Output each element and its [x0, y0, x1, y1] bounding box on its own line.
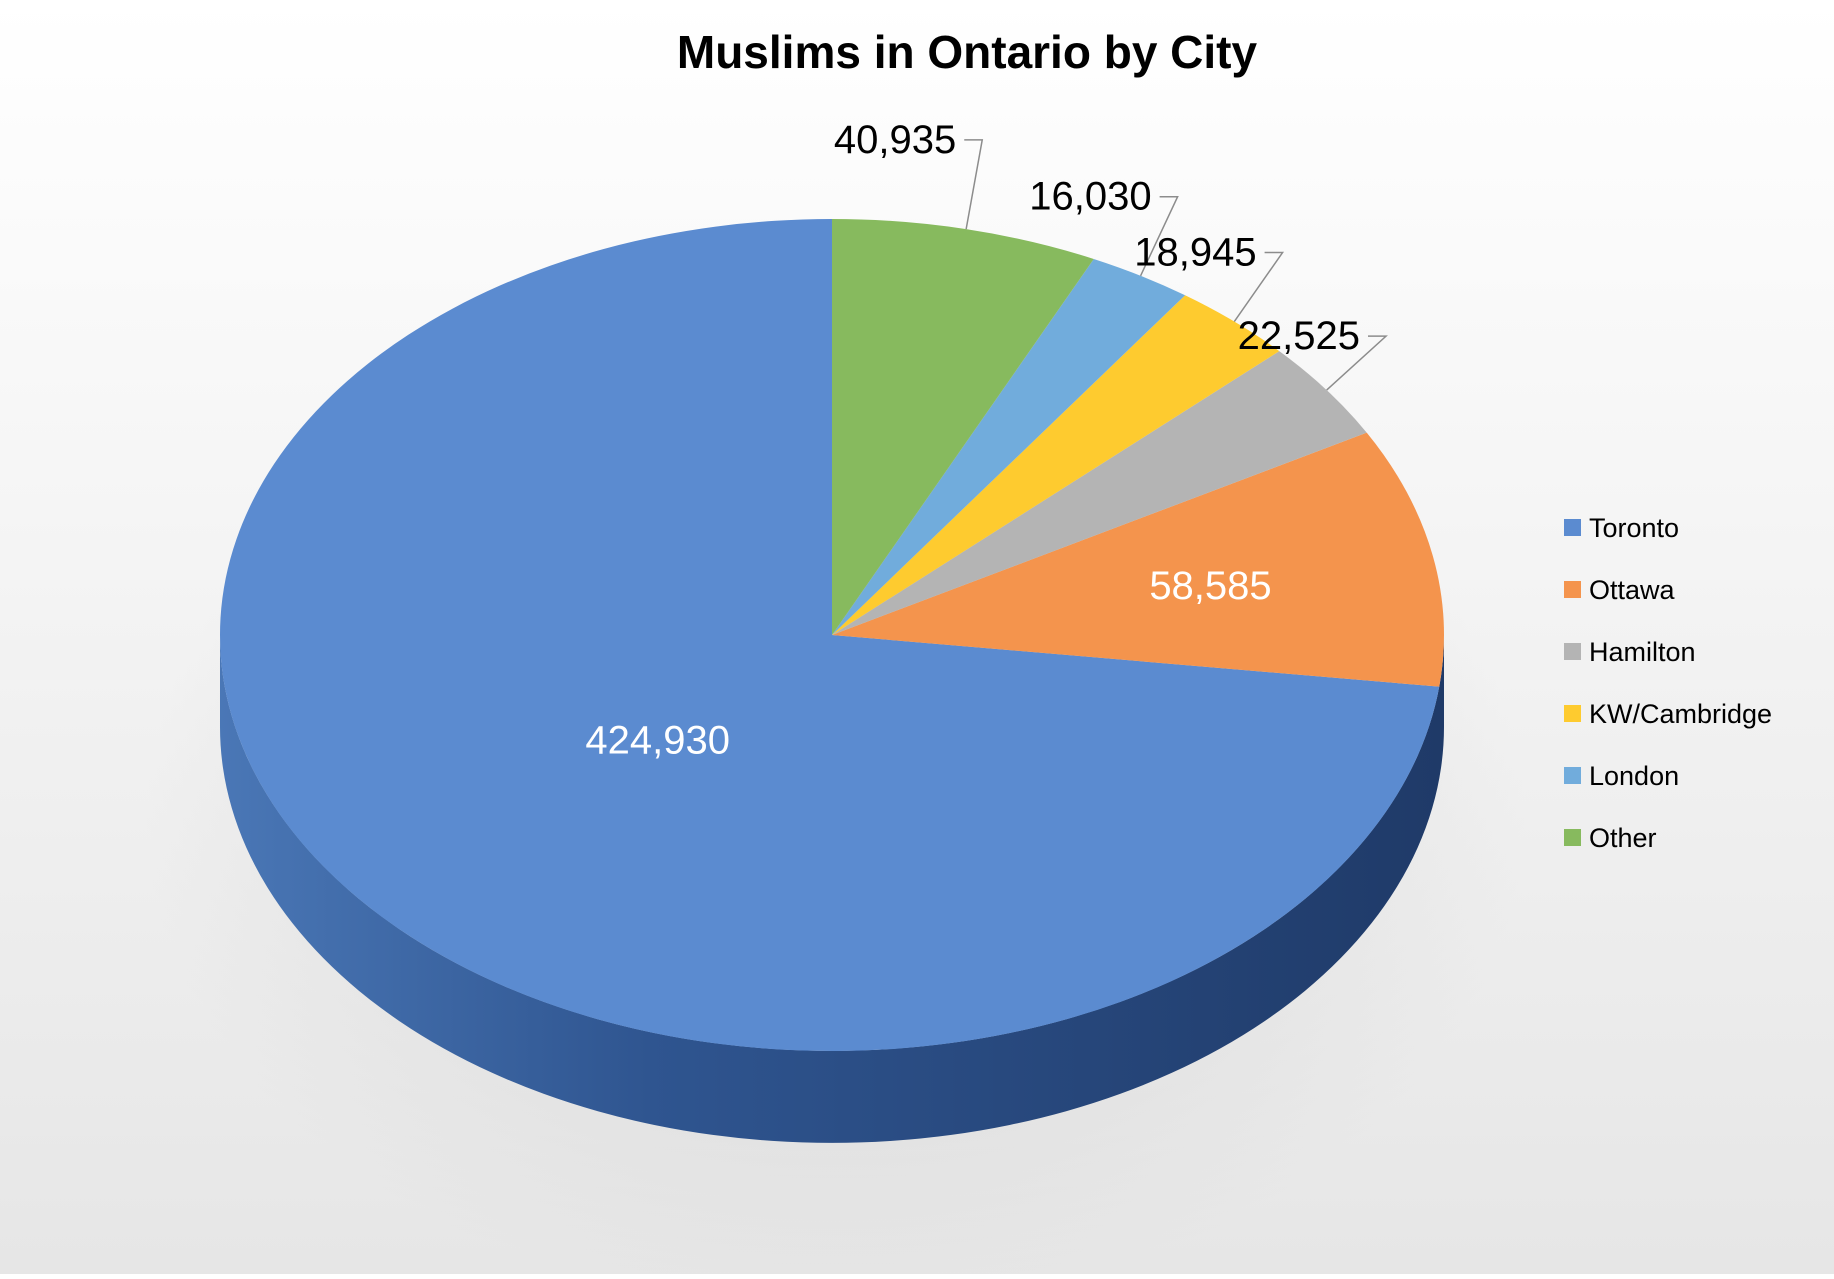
legend-label-ottawa: Ottawa: [1589, 575, 1676, 605]
pie-slice-ottawa: [832, 432, 1444, 687]
leader-line-london: [1139, 195, 1179, 277]
pie-slice-kw-cambridge: [832, 295, 1280, 635]
pie-slice-toronto: [220, 219, 1440, 1051]
pie-slice-london: [832, 258, 1186, 635]
legend-label-kw-cambridge: KW/Cambridge: [1589, 699, 1772, 729]
data-labels: 424,930 58,585 22,525 18,945 16,030 40,935: [585, 118, 1360, 763]
legend-label-london: London: [1589, 761, 1679, 791]
pie-slice-hamilton: [832, 351, 1367, 635]
data-label-hamilton: 22,525: [1238, 314, 1360, 358]
legend-swatch-other: [1564, 829, 1581, 846]
chart-title: Muslims in Ontario by City: [677, 26, 1258, 78]
data-label-kw-cambridge: 18,945: [1134, 231, 1256, 275]
legend-swatch-toronto: [1564, 519, 1581, 536]
legend-swatch-ottawa: [1564, 581, 1581, 598]
pie-slice-other: [832, 219, 1094, 635]
legend-label-other: Other: [1589, 823, 1657, 853]
legend-swatch-london: [1564, 767, 1581, 784]
leader-line-kw-cambridge: [1233, 251, 1285, 322]
data-label-ottawa: 58,585: [1149, 564, 1271, 608]
legend-swatch-kw-cambridge: [1564, 705, 1581, 722]
leader-line-other: [964, 139, 984, 230]
legend-swatch-hamilton: [1564, 643, 1581, 660]
leader-lines: [964, 139, 1388, 391]
data-label-toronto: 424,930: [585, 719, 730, 763]
legend-label-toronto: Toronto: [1589, 513, 1679, 543]
pie-side-wall: [220, 635, 1444, 1143]
pie-slices: [220, 219, 1444, 1051]
data-label-other: 40,935: [834, 118, 956, 162]
data-label-london: 16,030: [1029, 175, 1151, 219]
pie-side: [220, 635, 1444, 1143]
legend-label-hamilton: Hamilton: [1589, 637, 1696, 667]
legend: Toronto Ottawa Hamilton KW/Cambridge London O…: [1564, 513, 1772, 853]
leader-line-hamilton: [1326, 335, 1388, 391]
